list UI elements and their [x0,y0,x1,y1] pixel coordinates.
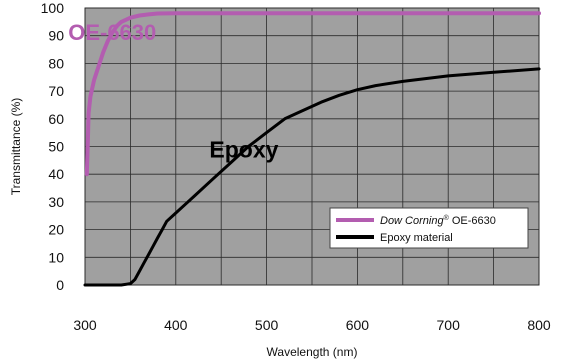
x-tick-label: 500 [255,317,279,333]
legend: Dow Corning® OE-6630 Epoxy material [329,207,529,249]
y-axis-title: Transmittance (%) [9,98,23,196]
x-tick-label: 300 [73,317,97,333]
y-tick-label: 10 [48,249,64,265]
y-tick-label: 70 [48,83,64,99]
legend-box [329,207,529,249]
x-tick-label: 600 [346,317,370,333]
y-tick-label: 30 [48,194,64,210]
x-tick-label: 800 [527,317,551,333]
series-line-oe-6630 [84,11,541,177]
x-tick-label: 700 [437,317,461,333]
x-axis-title: Wavelength (nm) [267,345,358,359]
y-tick-label: 0 [56,277,64,293]
annotation-oe-6630: OE-6630 [68,20,156,45]
y-tick-label: 40 [48,166,64,182]
y-tick-label: 60 [48,111,64,127]
tick-labels: 300 400 500 600 700 800 0 10 20 30 40 50 60 70 80 90 100 [41,0,551,333]
y-tick-label: 50 [48,139,64,155]
annotations: OE-6630 Epoxy [68,20,278,163]
y-tick-label: 80 [48,55,64,71]
legend-label-epoxy: Epoxy material [380,232,453,244]
y-tick-label: 100 [41,0,65,16]
annotation-epoxy: Epoxy [209,137,278,163]
series-layer [83,11,541,287]
x-tick-label: 400 [164,317,188,333]
y-tick-label: 90 [48,28,64,44]
legend-label-oe-6630: Dow Corning® OE-6630 [380,214,496,227]
series-line-epoxy [83,67,541,287]
y-tick-label: 20 [48,222,64,238]
